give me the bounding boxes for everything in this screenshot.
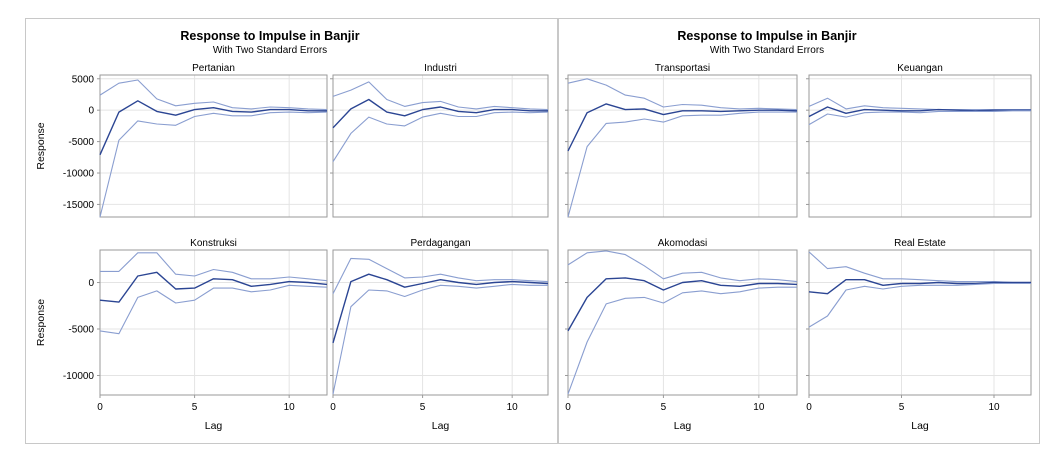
lower-line-perdagangan bbox=[332, 283, 548, 395]
y-tick-label-pertanian: -15000 bbox=[63, 200, 95, 211]
panel-title-keuangan: Keuangan bbox=[897, 63, 943, 74]
left-figure-subtitle: With Two Standard Errors bbox=[213, 45, 327, 56]
left-figure-frame bbox=[25, 18, 558, 444]
response-line-transportasi bbox=[567, 103, 798, 152]
upper-line-perdagangan bbox=[332, 257, 549, 294]
panel-title-akomodasi: Akomodasi bbox=[658, 238, 707, 249]
lower-line-transportasi bbox=[567, 111, 797, 218]
upper-line-real-estate bbox=[808, 251, 1031, 284]
panel-title-konstruksi: Konstruksi bbox=[190, 238, 237, 249]
lower-line-keuangan bbox=[808, 110, 1031, 126]
panel-title-perdagangan: Perdagangan bbox=[410, 238, 470, 249]
panel-frame-konstruksi bbox=[99, 249, 328, 396]
upper-line-pertanian bbox=[99, 79, 328, 111]
x-tick-label-perdagangan: 10 bbox=[507, 402, 519, 413]
left-figure-title: Response to Impulse in Banjir bbox=[180, 29, 359, 43]
x-axis-label-akomodasi: Lag bbox=[674, 420, 692, 432]
right-figure-frame bbox=[558, 18, 1040, 444]
panel-frame-perdagangan bbox=[332, 249, 549, 396]
lower-line-industri bbox=[332, 111, 549, 162]
y-tick-label-pertanian: 0 bbox=[88, 106, 94, 117]
lower-line-real-estate bbox=[808, 282, 1031, 328]
response-line-industri bbox=[332, 98, 548, 129]
panel-frame-real-estate bbox=[808, 249, 1032, 396]
upper-line-konstruksi bbox=[100, 252, 328, 282]
right-figure-subtitle: With Two Standard Errors bbox=[710, 45, 824, 56]
right-figure-title: Response to Impulse in Banjir bbox=[677, 29, 856, 43]
panel-title-industri: Industri bbox=[424, 63, 457, 74]
y-tick-label-konstruksi: -10000 bbox=[63, 371, 95, 382]
response-line-perdagangan bbox=[332, 273, 549, 344]
panel-frame-industri bbox=[332, 74, 549, 218]
x-tick-label-akomodasi: 5 bbox=[661, 402, 667, 413]
panel-title-transportasi: Transportasi bbox=[655, 63, 710, 74]
panel-title-real-estate: Real Estate bbox=[894, 238, 946, 249]
response-line-real-estate bbox=[808, 279, 1031, 295]
y-tick-label-pertanian: -5000 bbox=[68, 137, 94, 148]
response-line-keuangan bbox=[808, 106, 1031, 118]
x-tick-label-akomodasi: 10 bbox=[753, 402, 765, 413]
panel-title-pertanian: Pertanian bbox=[192, 63, 235, 74]
y-tick-label-pertanian: 5000 bbox=[72, 74, 95, 85]
x-tick-label-real-estate: 5 bbox=[899, 402, 905, 413]
x-tick-label-konstruksi: 5 bbox=[192, 402, 198, 413]
x-tick-label-real-estate: 10 bbox=[988, 402, 1000, 413]
x-tick-label-perdagangan: 0 bbox=[330, 402, 336, 413]
y-axis-label-konstruksi: Response bbox=[35, 299, 47, 346]
panel-frame-transportasi bbox=[567, 74, 798, 218]
lower-line-konstruksi bbox=[99, 284, 328, 335]
lower-line-pertanian bbox=[99, 111, 328, 218]
response-line-konstruksi bbox=[99, 271, 328, 303]
lower-line-akomodasi bbox=[567, 286, 797, 395]
panel-frame-akomodasi bbox=[567, 249, 798, 396]
panel-frame-pertanian bbox=[99, 74, 328, 218]
response-line-pertanian bbox=[99, 100, 327, 156]
x-tick-label-akomodasi: 0 bbox=[565, 402, 571, 413]
x-axis-label-konstruksi: Lag bbox=[205, 420, 223, 432]
upper-line-akomodasi bbox=[567, 250, 798, 283]
y-tick-label-konstruksi: -5000 bbox=[68, 325, 94, 336]
response-line-akomodasi bbox=[567, 277, 798, 332]
x-axis-label-perdagangan: Lag bbox=[432, 420, 450, 432]
x-tick-label-real-estate: 0 bbox=[806, 402, 812, 413]
y-tick-label-pertanian: -10000 bbox=[63, 169, 95, 180]
x-axis-label-real-estate: Lag bbox=[911, 420, 929, 432]
y-axis-label-pertanian: Response bbox=[35, 122, 47, 169]
upper-line-industri bbox=[332, 81, 549, 111]
x-tick-label-konstruksi: 0 bbox=[97, 402, 103, 413]
x-tick-label-konstruksi: 10 bbox=[284, 402, 296, 413]
upper-line-transportasi bbox=[567, 78, 798, 111]
x-tick-label-perdagangan: 5 bbox=[420, 402, 426, 413]
panel-frame-keuangan bbox=[808, 74, 1032, 218]
y-tick-label-konstruksi: 0 bbox=[88, 278, 94, 289]
panel-group: Pertanian50000-5000-10000-15000ResponseI… bbox=[35, 63, 1032, 432]
upper-line-keuangan bbox=[808, 97, 1031, 111]
